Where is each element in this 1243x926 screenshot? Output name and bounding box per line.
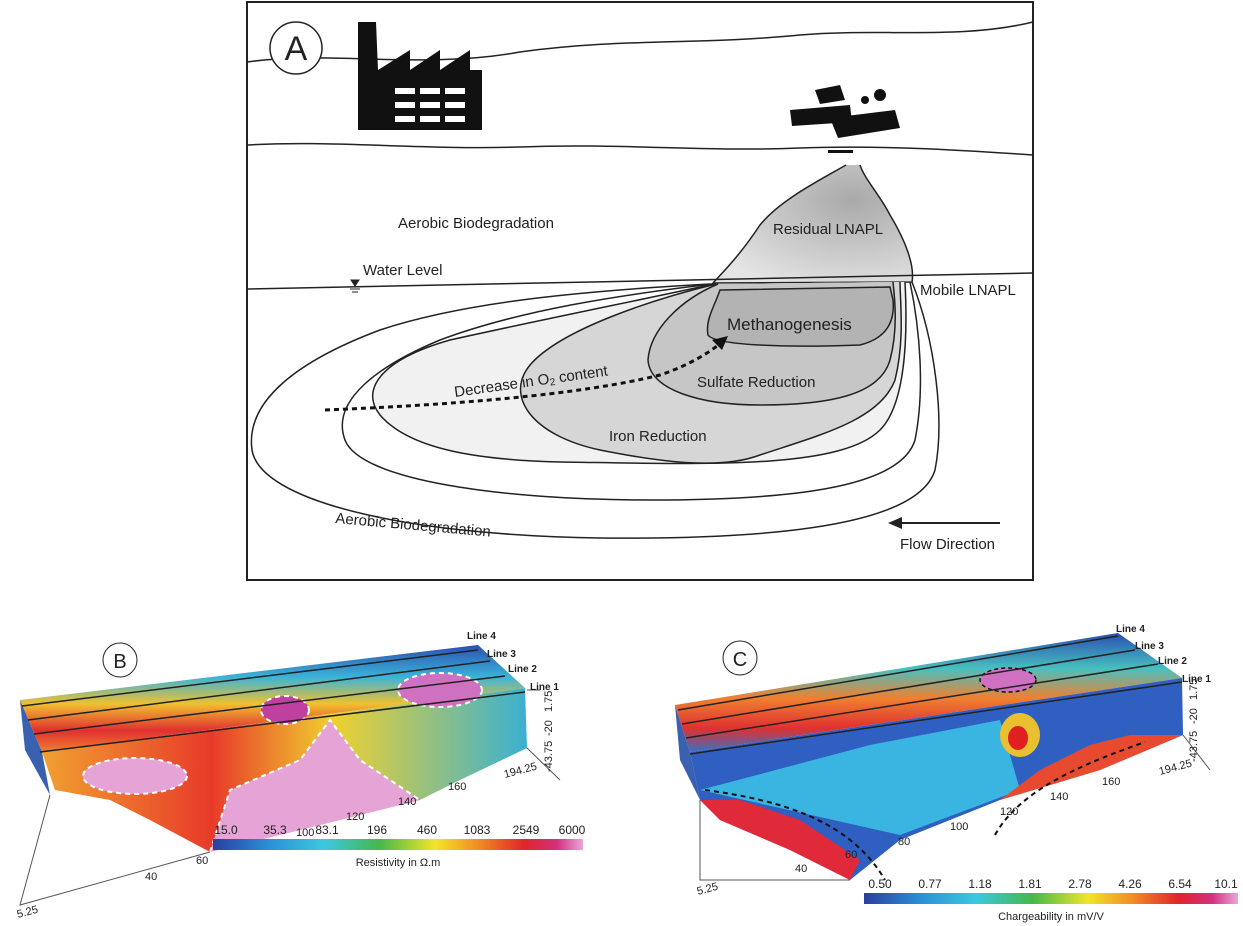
factory-windows <box>395 88 465 122</box>
colorbar-tick-label: 6000 <box>559 823 586 837</box>
anomaly <box>1008 726 1028 750</box>
colorbar <box>213 839 583 850</box>
block-side <box>675 705 700 800</box>
depth-tick-label: -43.75 <box>1188 731 1200 762</box>
colorbar-tick-label: 15.0 <box>214 823 238 837</box>
panel-label: C <box>733 649 747 671</box>
plume-outer <box>250 281 940 539</box>
panel-badge <box>102 642 138 678</box>
colorbar-title: Chargeability in mV/V <box>998 911 1104 923</box>
o2-arrowhead <box>712 336 728 350</box>
o2-arrow <box>324 340 723 412</box>
colorbar <box>864 893 1238 904</box>
anomaly <box>210 720 420 852</box>
x-tick-label: 60 <box>845 849 857 861</box>
panel-label: B <box>113 651 126 673</box>
line-label: Line 3 <box>1135 641 1164 652</box>
line-label: Line 2 <box>1158 656 1187 667</box>
anomaly <box>1000 735 1183 800</box>
x-tick-label: 40 <box>145 871 157 883</box>
zone-label: Methanogenesis <box>727 315 852 334</box>
colorbar-ticks: 15.0 35.3 83.1 196 460 1083 2549 6000 <box>214 823 585 837</box>
line-label: Line 4 <box>467 631 496 642</box>
x-tick-label: 194.25 <box>503 761 539 781</box>
anomaly <box>260 695 310 725</box>
zone-label: Aerobic Biodegradation <box>398 215 554 232</box>
x-tick-label: 80 <box>898 836 910 848</box>
x-tick-label: 160 <box>448 781 466 793</box>
x-tick-label: 100 <box>950 821 968 833</box>
depth-tick-label: -43.75 <box>543 741 555 772</box>
zone-label: Mobile LNAPL <box>920 282 1016 299</box>
depth-tick-label: 1.75 <box>1188 679 1200 700</box>
colorbar-tick-label: 2549 <box>513 823 540 837</box>
anomaly <box>82 757 188 795</box>
line-label: Line 1 <box>530 682 559 693</box>
plume-aerobic <box>341 281 922 501</box>
zone-label: Iron Reduction <box>609 428 707 445</box>
colorbar-tick-label: 83.1 <box>315 823 339 837</box>
colorbar-tick-label: 1.81 <box>1018 877 1042 891</box>
anomaly <box>979 667 1037 693</box>
zone-label: Residual LNAPL <box>773 221 883 238</box>
water-table <box>246 272 1034 290</box>
axis-lines <box>699 734 1211 881</box>
anomaly-outline <box>209 718 421 853</box>
colorbar-tick-label: 4.26 <box>1118 877 1142 891</box>
colorbar-tick-label: 196 <box>367 823 387 837</box>
depth-tick-label: 1.75 <box>543 691 555 712</box>
depth-tick-label: -20 <box>1188 708 1200 724</box>
x-tick-label: 140 <box>398 796 416 808</box>
depth-tick-label: -20 <box>543 720 555 736</box>
colorbar-tick-label: 2.78 <box>1068 877 1092 891</box>
x-tick-label: 5.25 <box>16 904 40 921</box>
x-tick-label: 140 <box>1050 791 1068 803</box>
panel-badge <box>722 640 758 676</box>
panel-b: B Line 4 Line 3 Line 2 Line 1 5.25 40 60… <box>16 631 586 921</box>
colorbar-tick-label: 6.54 <box>1168 877 1192 891</box>
anomaly-outline <box>704 741 1146 881</box>
colorbar-title: Resistivity in Ω.m <box>356 857 441 869</box>
line-label: Line 3 <box>487 649 516 660</box>
residual-lnapl <box>711 164 914 284</box>
panel-label: A <box>285 30 308 68</box>
line-label: Line 2 <box>508 664 537 675</box>
x-tick-label: 40 <box>795 863 807 875</box>
colorbar-tick-label: 10.1 <box>1214 877 1238 891</box>
flow-arrowhead <box>888 517 902 529</box>
water-level-label: Water Level <box>363 262 442 279</box>
colorbar-tick-label: 0.50 <box>868 877 892 891</box>
debris-icon <box>790 85 900 153</box>
x-tick-label: 100 <box>296 827 314 839</box>
flow-label: Flow Direction <box>900 536 995 553</box>
x-tick-label: 120 <box>1000 806 1018 818</box>
colorbar-tick-label: 1083 <box>464 823 491 837</box>
survey-lines <box>21 649 526 753</box>
panel-badge <box>269 21 323 75</box>
block-side <box>20 700 50 795</box>
x-tick-label: 5.25 <box>696 881 720 898</box>
panel-c: C Line 4 Line 3 Line 2 Line 1 5.25 40 60… <box>675 624 1238 923</box>
water-symbol <box>350 279 360 293</box>
colorbar-tick-label: 1.18 <box>968 877 992 891</box>
colorbar-tick-label: 460 <box>417 823 437 837</box>
survey-lines <box>677 635 1183 755</box>
zone-label: Sulfate Reduction <box>697 374 815 391</box>
x-tick-label: 120 <box>346 811 364 823</box>
line-label: Line 1 <box>1182 674 1211 685</box>
panel-a: A Aerobic Biodegradation Residual LNAPL … <box>246 1 1034 581</box>
anomaly <box>700 800 860 880</box>
colorbar-tick-label: 35.3 <box>263 823 287 837</box>
colorbar-ticks: 0.50 0.77 1.18 1.81 2.78 4.26 6.54 10.1 <box>868 877 1238 891</box>
soil-line <box>246 142 1034 156</box>
colorbar-tick-label: 0.77 <box>918 877 942 891</box>
o2-sub: 2 <box>549 377 556 389</box>
methanogenesis-zone <box>706 286 895 347</box>
axis-lines <box>19 689 561 906</box>
x-tick-label: 160 <box>1102 776 1120 788</box>
line-label: Line 4 <box>1116 624 1145 635</box>
x-tick-label: 60 <box>196 855 208 867</box>
